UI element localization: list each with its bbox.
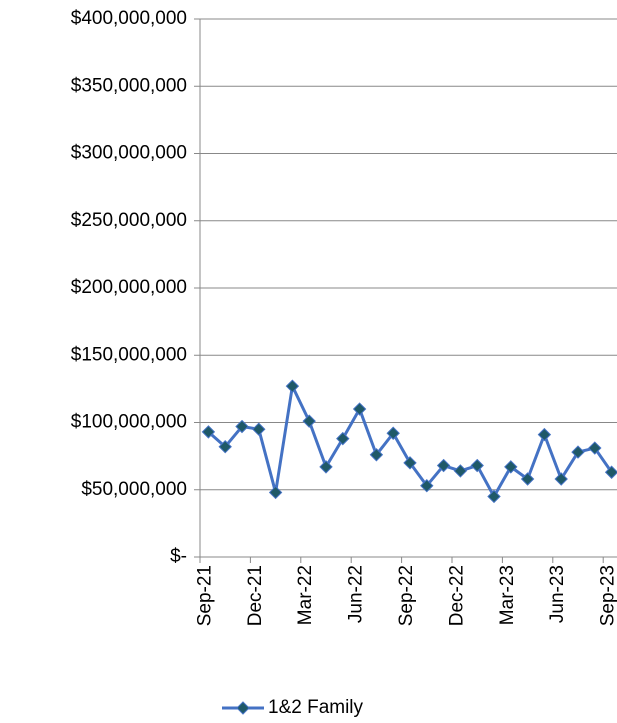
data-point [252,422,266,436]
data-point [487,489,501,504]
x-tick-label: Sep-21 [194,565,215,626]
y-tick-label: $300,000,000 [71,143,187,164]
data-point [235,419,249,434]
x-tick-label: Mar-22 [295,565,316,625]
data-point [453,464,468,478]
data-point [554,472,568,486]
data-point [403,456,417,470]
data-point [470,458,484,473]
series-line [207,384,613,498]
data-point [588,441,602,455]
x-tick-label: Sep-23 [598,565,617,626]
legend-label: 1&2 Family [268,697,364,718]
y-tick-label: $350,000,000 [71,75,187,96]
y-tick-label: $- [170,546,187,567]
x-tick-label: Dec-21 [245,565,266,626]
data-point [537,427,552,442]
data-point [352,402,367,416]
y-tick-label: $150,000,000 [71,344,187,365]
x-tick-label: Jun-22 [346,565,367,623]
x-tick-label: Sep-22 [396,565,417,626]
data-point [201,425,216,439]
data-point [285,379,300,393]
data-point [520,472,535,486]
data-point [420,479,434,493]
y-tick-label: $250,000,000 [71,210,187,231]
data-point [336,431,350,446]
data-point [436,458,451,473]
x-tick-label: Jun-23 [547,565,568,623]
x-tick-label: Mar-23 [497,565,518,625]
y-tick-label: $400,000,000 [71,8,187,29]
y-tick-label: $200,000,000 [71,277,187,298]
y-tick-label: $50,000,000 [81,479,187,500]
legend-marker [236,701,250,715]
y-tick-label: $100,000,000 [71,412,187,433]
data-point [504,460,518,474]
data-point [302,414,316,428]
data-point [604,465,617,479]
data-point [369,448,384,462]
data-point [319,460,333,474]
data-point [268,485,283,500]
x-tick-label: Dec-22 [446,565,467,626]
data-point [571,445,585,459]
data-point [218,440,232,454]
data-point [386,426,400,440]
